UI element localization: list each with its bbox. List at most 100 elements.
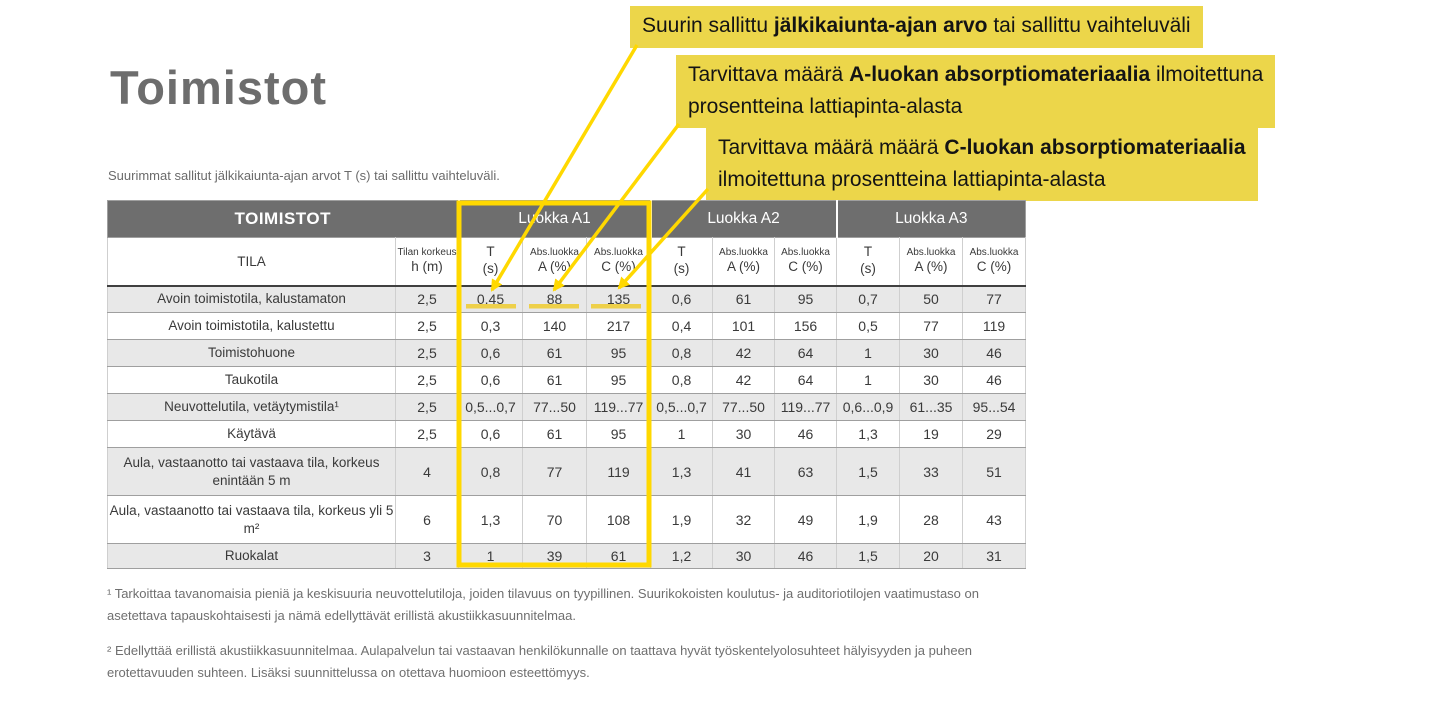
value-cell: 28: [899, 495, 964, 544]
value-cell: 29: [962, 420, 1027, 448]
group-header-luokka-a3: Luokka A3: [835, 200, 1026, 238]
room-cell: Taukotila: [107, 366, 396, 394]
value-cell: 64: [774, 339, 838, 367]
value-cell: 3: [395, 543, 459, 569]
room-cell: Aula, vastaanotto tai vastaava tila, kor…: [107, 447, 396, 496]
value-cell: 43: [962, 495, 1027, 544]
value-cell: 108: [585, 495, 652, 544]
table-row: Aula, vastaanotto tai vastaava tila, kor…: [107, 495, 1027, 544]
table-title: TOIMISTOT: [107, 200, 459, 238]
value-cell: 95...54: [962, 393, 1027, 421]
value-cell: 30: [712, 543, 776, 569]
column-header-t-a1: T (s): [458, 237, 523, 287]
column-header-abs-a-a1: Abs.luokka A (%): [522, 237, 587, 287]
value-cell: 1,2: [650, 543, 714, 569]
header-abs-c: C (%): [601, 259, 636, 275]
value-cell: 30: [899, 339, 964, 367]
value-cell: 2,5: [395, 420, 459, 448]
header-abs-label: Abs.luokka: [594, 246, 643, 258]
value-cell: 95: [585, 420, 652, 448]
value-cell: 39: [522, 543, 587, 569]
callout-text: Tarvittava määrä: [688, 63, 850, 86]
table-group-header-row: TOIMISTOT Luokka A1 Luokka A2 Luokka A3: [107, 200, 1026, 238]
column-header-tila: TILA: [107, 237, 396, 287]
value-cell: 70: [522, 495, 587, 544]
value-cell: 95: [585, 339, 652, 367]
header-abs-label: Abs.luokka: [969, 246, 1019, 258]
column-header-abs-c-a2: Abs.luokka C (%): [774, 237, 838, 287]
header-abs-c: C (%): [976, 259, 1012, 275]
value-cell: 77...50: [522, 393, 587, 421]
room-cell: Toimistohuone: [107, 339, 396, 367]
value-cell: 0,6...0,9: [836, 393, 901, 421]
header-t: T: [863, 244, 873, 260]
value-cell: 119...77: [585, 393, 652, 421]
value-cell: 119: [585, 447, 652, 496]
table-subheader-row: TILA Tilan korkeus h (m) T (s) Abs.luokk…: [107, 237, 1027, 287]
column-header-t-a3: T (s): [836, 237, 901, 287]
column-header-room-height-label: Tilan korkeus: [397, 246, 457, 258]
room-cell: Ruokalat: [107, 543, 396, 569]
header-abs-a: A (%): [914, 259, 948, 275]
value-cell: 42: [712, 366, 776, 394]
column-header-abs-a-a3: Abs.luokka A (%): [899, 237, 964, 287]
value-cell: 31: [962, 543, 1027, 569]
value-cell: 77...50: [712, 393, 776, 421]
header-abs-label: Abs.luokka: [719, 246, 768, 258]
header-abs-a: A (%): [727, 259, 761, 275]
header-t: T: [486, 244, 495, 260]
table-row: Taukotila 2,5 0,6 61 95 0,8 42 64 1 30 4…: [107, 366, 1027, 394]
value-cell: 1,3: [458, 495, 523, 544]
value-cell: 1: [836, 339, 901, 367]
value-cell: 95: [585, 366, 652, 394]
callout-text: ilmoitettuna: [1150, 63, 1264, 86]
callout-text: Tarvittava määrä määrä: [718, 136, 945, 159]
value-cell: 2,5: [395, 393, 459, 421]
header-t-unit: (s): [860, 261, 876, 277]
value-cell: 32: [712, 495, 776, 544]
value-cell: 0,6: [650, 285, 714, 313]
value-cell: 0,7: [836, 285, 901, 313]
callout-text-bold: A-luokan absorptiomateriaalia: [849, 63, 1151, 86]
page-title: Toimistot: [110, 61, 327, 114]
room-cell: Avoin toimistotila, kalustamaton: [107, 285, 396, 313]
value-cell: 30: [712, 420, 776, 448]
header-t-unit: (s): [673, 261, 690, 277]
value-cell: 2,5: [395, 339, 459, 367]
room-cell: Neuvottelutila, vetäytymistila¹: [107, 393, 396, 421]
value-cell: 46: [962, 366, 1027, 394]
value-cell: 2,5: [395, 312, 459, 340]
value-cell: 61: [522, 366, 587, 394]
value-cell: 77: [962, 285, 1027, 313]
value-cell: 6: [395, 495, 459, 544]
value-cell: 42: [712, 339, 776, 367]
table-row: Toimistohuone 2,5 0,6 61 95 0,8 42 64 1 …: [107, 339, 1027, 367]
value-cell: 0,8: [650, 339, 714, 367]
room-cell: Avoin toimistotila, kalustettu: [107, 312, 396, 340]
header-t: T: [677, 244, 686, 260]
value-cell: 0,6: [458, 366, 523, 394]
value-cell: 61: [522, 339, 587, 367]
value-cell: 1,9: [650, 495, 714, 544]
value-cell: 119: [962, 312, 1027, 340]
value-cell: 156: [774, 312, 838, 340]
value-cell: 4: [395, 447, 459, 496]
value-cell: 77: [899, 312, 964, 340]
value-cell: 88: [522, 285, 587, 313]
header-abs-c: C (%): [788, 259, 823, 275]
value-cell: 0,8: [458, 447, 523, 496]
table-row: Neuvottelutila, vetäytymistila¹ 2,5 0,5.…: [107, 393, 1027, 421]
table-row: Avoin toimistotila, kalustamaton 2,5 0,4…: [107, 285, 1027, 313]
value-cell: 0,5: [836, 312, 901, 340]
value-cell: 140: [522, 312, 587, 340]
value-cell: 1,5: [836, 543, 901, 569]
value-cell: 1,9: [836, 495, 901, 544]
header-abs-label: Abs.luokka: [530, 246, 579, 258]
value-cell: 95: [774, 285, 838, 313]
value-cell: 61...35: [899, 393, 964, 421]
value-cell: 0,5...0,7: [458, 393, 523, 421]
column-header-t-a2: T (s): [650, 237, 714, 287]
page-subtitle: Suurimmat sallitut jälkikaiunta-ajan arv…: [108, 168, 500, 183]
value-cell: 64: [774, 366, 838, 394]
